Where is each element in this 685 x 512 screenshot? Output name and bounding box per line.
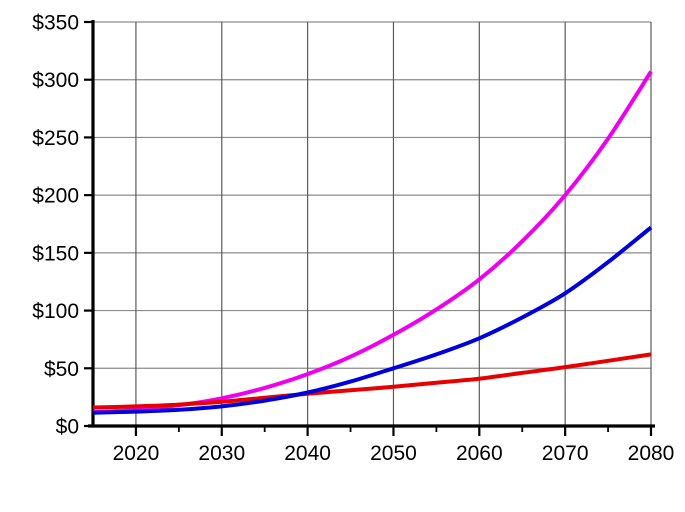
y-tick-label: $100 (32, 300, 79, 323)
series-line-magenta (92, 70, 653, 415)
x-tick-label: 2080 (628, 442, 675, 465)
x-tick-label: 2070 (542, 442, 589, 465)
x-tick-label: 2050 (370, 442, 417, 465)
y-tick-label: $0 (56, 416, 79, 439)
x-tick-label: 2060 (456, 442, 503, 465)
y-tick-label: $150 (32, 242, 79, 265)
y-tick-label: $50 (44, 358, 79, 381)
y-tick-label: $250 (32, 127, 79, 150)
y-tick-label: $350 (32, 12, 79, 35)
y-tick-label: $300 (32, 69, 79, 92)
x-tick-label: 2040 (284, 442, 331, 465)
series-line-red (92, 352, 652, 410)
y-tick-label: $200 (32, 185, 79, 208)
x-tick-label: 2030 (198, 442, 245, 465)
x-tick-label: 2020 (113, 442, 160, 465)
series-line-blue (92, 225, 653, 415)
